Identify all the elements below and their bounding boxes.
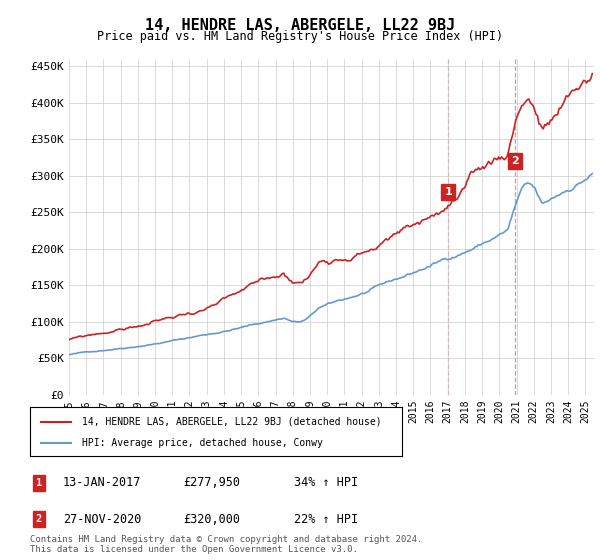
Text: Contains HM Land Registry data © Crown copyright and database right 2024.
This d: Contains HM Land Registry data © Crown c…: [30, 535, 422, 554]
Text: £320,000: £320,000: [183, 512, 240, 526]
Text: 14, HENDRE LAS, ABERGELE, LL22 9BJ (detached house): 14, HENDRE LAS, ABERGELE, LL22 9BJ (deta…: [82, 417, 382, 427]
Text: HPI: Average price, detached house, Conwy: HPI: Average price, detached house, Conw…: [82, 437, 323, 447]
Text: 1: 1: [36, 478, 42, 488]
Text: 13-JAN-2017: 13-JAN-2017: [63, 476, 142, 489]
Text: 2: 2: [36, 514, 42, 524]
Text: 27-NOV-2020: 27-NOV-2020: [63, 512, 142, 526]
Text: 1: 1: [445, 187, 452, 197]
Text: 14, HENDRE LAS, ABERGELE, LL22 9BJ: 14, HENDRE LAS, ABERGELE, LL22 9BJ: [145, 18, 455, 33]
Text: 2: 2: [511, 156, 519, 166]
Text: Price paid vs. HM Land Registry's House Price Index (HPI): Price paid vs. HM Land Registry's House …: [97, 30, 503, 43]
Text: £277,950: £277,950: [183, 476, 240, 489]
Text: 34% ↑ HPI: 34% ↑ HPI: [294, 476, 358, 489]
Text: 22% ↑ HPI: 22% ↑ HPI: [294, 512, 358, 526]
